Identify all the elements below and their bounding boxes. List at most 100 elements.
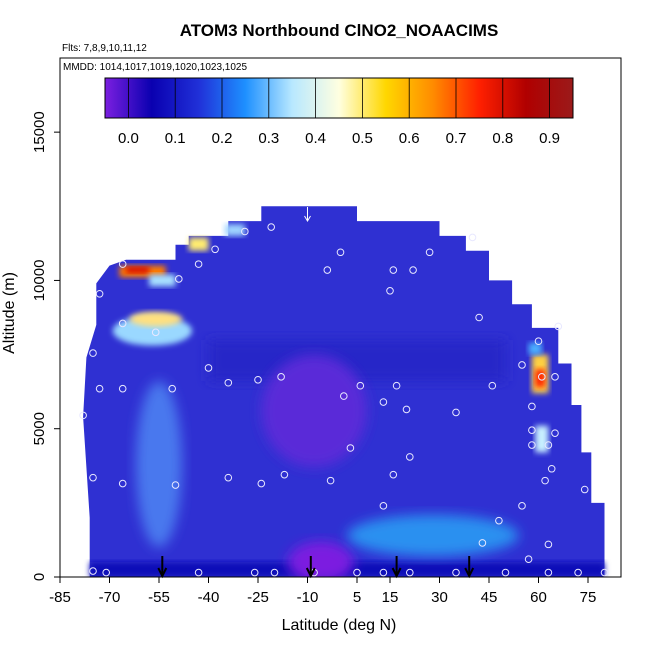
sample-point [580,485,589,494]
sample-point [254,375,262,384]
colorbar-ticks: 0.0 0.1 0.2 0.3 0.4 0.5 0.6 0.7 0.8 0.9 [118,78,560,147]
sample-point [118,319,127,328]
sample-point [204,364,213,372]
x-tick-label: 15 [382,589,399,606]
top-arrow-head [304,215,311,222]
sample-point [346,444,355,452]
sample-point [224,378,233,387]
x-tick-label: 30 [431,589,448,606]
y-axis: 0 5000 10000 15000 [31,111,60,581]
sample-point [600,568,609,577]
heatmap-feature [225,224,245,236]
profile-arrows [157,207,475,579]
x-tick-label: -55 [148,589,170,606]
sample-point [528,426,536,434]
sample-point [353,568,361,577]
profile-arrow-head [391,567,402,579]
sample-point [194,568,203,577]
sample-point [495,516,503,525]
sample-point [488,381,497,390]
sample-point [194,260,203,268]
x-tick-label: -10 [297,589,319,606]
sample-point [392,381,401,390]
x-tick-label: -25 [247,589,269,606]
profile-arrow-head [305,567,316,579]
sample-point [118,384,127,393]
heatmap-feature [535,369,546,388]
plot-frame [59,57,622,578]
x-tick-label: -70 [99,589,121,606]
sample-point [538,373,546,381]
x-axis: -85 -70 -55 -40 -25 -10 5 15 30 45 60 75 [49,577,596,606]
colorbar-gradient [104,77,574,119]
x-tick-label: 60 [530,589,547,606]
sample-point [386,287,394,295]
sample-point [406,453,414,461]
sample-point [79,411,87,420]
sample-point [211,245,219,254]
sample-point [518,502,526,510]
y-tick-label: 15000 [31,111,48,153]
sample-point [574,568,582,577]
heatmap-feature [135,381,183,548]
heatmap-feature [126,267,150,274]
colorbar: 0.0 0.1 0.2 0.3 0.4 0.5 0.6 0.7 0.8 0.9 [104,77,574,147]
sample-point [547,464,556,473]
sample-point [95,289,104,298]
sample-point [528,402,536,411]
y-tick-label: 5000 [31,412,48,445]
x-axis-label: Latitude (deg N) [282,617,397,634]
sample-point [406,568,414,577]
heatmap-field [83,206,605,577]
sample-point [551,373,559,381]
sample-point [89,473,97,482]
sample-point [524,555,533,564]
sample-point [118,260,127,268]
x-tick-label: 75 [580,589,597,606]
colorbar-tick-label: 0.7 [446,130,467,147]
sample-point [257,479,266,488]
y-axis-label: Altitude (m) [1,272,18,354]
sample-point [468,233,477,242]
chart-subtitle-flights: Flts: 7,8,9,10,11,12 [62,43,147,54]
x-tick-label: -40 [198,589,220,606]
sample-points [79,223,609,577]
colorbar-tick-label: 0.1 [165,130,186,147]
heatmap-feature [129,311,183,327]
sample-point [277,373,285,381]
sample-point [326,476,335,485]
sample-point [356,381,365,390]
heatmap-feature [208,339,506,382]
heatmap-feature [287,541,354,577]
colorbar-tick-label: 0.8 [492,130,513,147]
sample-point [175,275,183,283]
colorbar-tick-label: 0.5 [352,130,373,147]
colorbar-tick-label: 0.6 [399,130,420,147]
heatmap-feature [261,354,367,468]
sample-point [224,473,233,482]
sample-point [544,540,553,549]
sample-point [389,266,398,274]
sample-point [280,470,289,479]
x-tick-label: -85 [49,589,71,606]
sample-point [250,568,259,577]
heatmap-feature [149,274,176,287]
sample-point [452,408,460,417]
sample-point [340,392,348,400]
sample-point [425,248,434,257]
sample-point [475,313,483,322]
colorbar-tick-label: 0.0 [118,130,139,147]
heatmap-feature [535,425,549,453]
sample-point [171,481,180,489]
sample-point [551,429,559,437]
sample-point [518,361,526,369]
sample-point [379,502,388,510]
sample-point [402,405,411,414]
sample-point [452,568,460,577]
sample-point [151,328,160,337]
sample-point [379,568,388,577]
sample-point [267,223,276,231]
sample-point [336,248,345,257]
sample-point [168,384,176,393]
